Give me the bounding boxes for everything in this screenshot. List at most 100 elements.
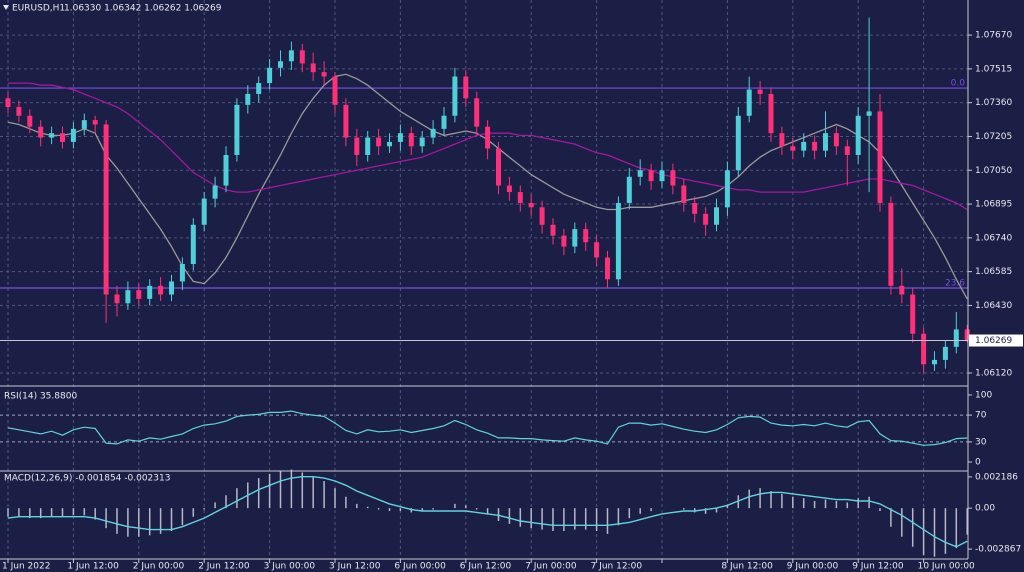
candle-body — [419, 137, 425, 147]
candle-body — [212, 185, 218, 199]
y-tick-label: 1.06430 — [975, 301, 1012, 311]
candle-body — [692, 202, 698, 214]
candle-body — [288, 50, 294, 62]
rsi-line — [7, 410, 968, 446]
y-tick-label: 0 — [975, 458, 981, 468]
candle-body — [528, 202, 534, 208]
candle-body — [114, 294, 120, 304]
candle-body — [354, 137, 360, 156]
x-tick-label: 3 Jun 12:00 — [329, 562, 381, 572]
candle-body — [321, 72, 327, 77]
candle-body — [714, 207, 719, 225]
candle-body — [452, 76, 458, 116]
candle-body — [376, 137, 382, 147]
candle-body — [964, 329, 970, 341]
candle-body — [179, 264, 185, 282]
candle-body — [49, 133, 55, 138]
candle-body — [648, 170, 654, 182]
candle-body — [190, 224, 196, 265]
y-tick-label: 1.06585 — [975, 267, 1012, 277]
x-tick-label: 6 Jun 12:00 — [460, 562, 512, 572]
candle-body — [169, 281, 174, 295]
x-tick-label: 7 Jun 12:00 — [591, 562, 643, 572]
y-tick-label: 70 — [975, 411, 987, 421]
current-price-box — [969, 334, 1023, 347]
candle-body — [572, 229, 578, 247]
candle-body — [38, 126, 44, 138]
candle-body — [496, 148, 501, 186]
rsi-title: RSI(14) 35.8800 — [4, 392, 77, 402]
candle-body — [343, 104, 349, 138]
candle-body — [594, 242, 600, 258]
x-tick-label: 6 Jun 00:00 — [394, 562, 446, 572]
candle-body — [899, 285, 905, 295]
macd-title: MACD(12,26,9) -0.001854 -0.002313 — [4, 474, 170, 484]
candle-body — [81, 120, 87, 129]
candle-body — [201, 198, 207, 225]
macd-signal — [7, 476, 968, 548]
candle-body — [866, 111, 872, 116]
candle-body — [278, 61, 283, 68]
candle-body — [408, 133, 414, 147]
x-tick-label: 7 Jun 00:00 — [525, 562, 577, 572]
candle-body — [397, 133, 403, 142]
y-tick-label: 1.07515 — [975, 64, 1012, 74]
x-tick-label: 9 Jun 00:00 — [787, 562, 839, 572]
y-tick-label: 1.06895 — [975, 200, 1012, 210]
candle-body — [910, 294, 916, 334]
candle-body — [506, 185, 512, 193]
y-tick-label: 100 — [975, 390, 992, 400]
y-tick-label: 0.002186 — [975, 472, 1018, 482]
candle-body — [27, 115, 33, 127]
candle-body — [823, 133, 828, 151]
candle-body — [833, 133, 839, 147]
candle-body — [768, 93, 774, 134]
candle-body — [605, 257, 610, 280]
y-tick-label: 0.00 — [975, 504, 995, 514]
candle-body — [637, 170, 643, 177]
ohlc-readout: 1.06330 1.06342 1.06262 1.06269 — [64, 4, 222, 14]
candle-body — [757, 89, 763, 94]
candle-body — [942, 346, 948, 360]
candle-body — [670, 170, 676, 186]
candle-body — [746, 89, 752, 116]
candle-body — [125, 290, 131, 304]
candle-body — [60, 133, 65, 142]
y-tick-label: 1.06740 — [975, 233, 1012, 243]
fibo-label: 23.6 — [945, 278, 965, 288]
candle-body — [583, 229, 589, 243]
y-tick-label: 1.07360 — [975, 98, 1012, 108]
candle-body — [16, 107, 22, 116]
candle-body — [888, 202, 894, 286]
x-tick-label: 1 Jun 2022 — [2, 562, 50, 572]
candle-body — [561, 235, 567, 247]
y-tick-label: 1.07050 — [975, 166, 1012, 176]
candle-body — [790, 146, 796, 151]
candle-body — [299, 50, 305, 64]
fibo-label: 0.0 — [951, 79, 966, 89]
candle-body — [70, 128, 76, 142]
current-price-label: 1.06269 — [975, 336, 1012, 346]
candle-body — [517, 192, 523, 203]
candle-body — [615, 202, 621, 280]
candle-body — [485, 126, 491, 149]
candle-body — [147, 285, 153, 299]
candle-body — [223, 155, 229, 186]
candle-body — [256, 83, 262, 94]
x-tick-label: 10 Jun 00:00 — [918, 562, 975, 572]
symbol-title: EURUSD,H1 — [12, 4, 65, 14]
candle-body — [812, 141, 818, 151]
candle-body — [103, 124, 109, 295]
axis-layer: 1.07670 1.07515 1.07360 1.07205 1.07050 1.068… — [2, 31, 1023, 572]
symbol-menu-arrow[interactable] — [3, 5, 9, 10]
x-tick-label: 9 Jun 12:00 — [852, 562, 904, 572]
candle-body — [539, 207, 545, 225]
candle-body — [387, 141, 392, 147]
x-tick-label: 2 Jun 12:00 — [198, 562, 250, 572]
candle-body — [659, 170, 665, 182]
candle-body — [245, 93, 251, 105]
x-tick-label: 8 Jun 12:00 — [721, 562, 773, 572]
